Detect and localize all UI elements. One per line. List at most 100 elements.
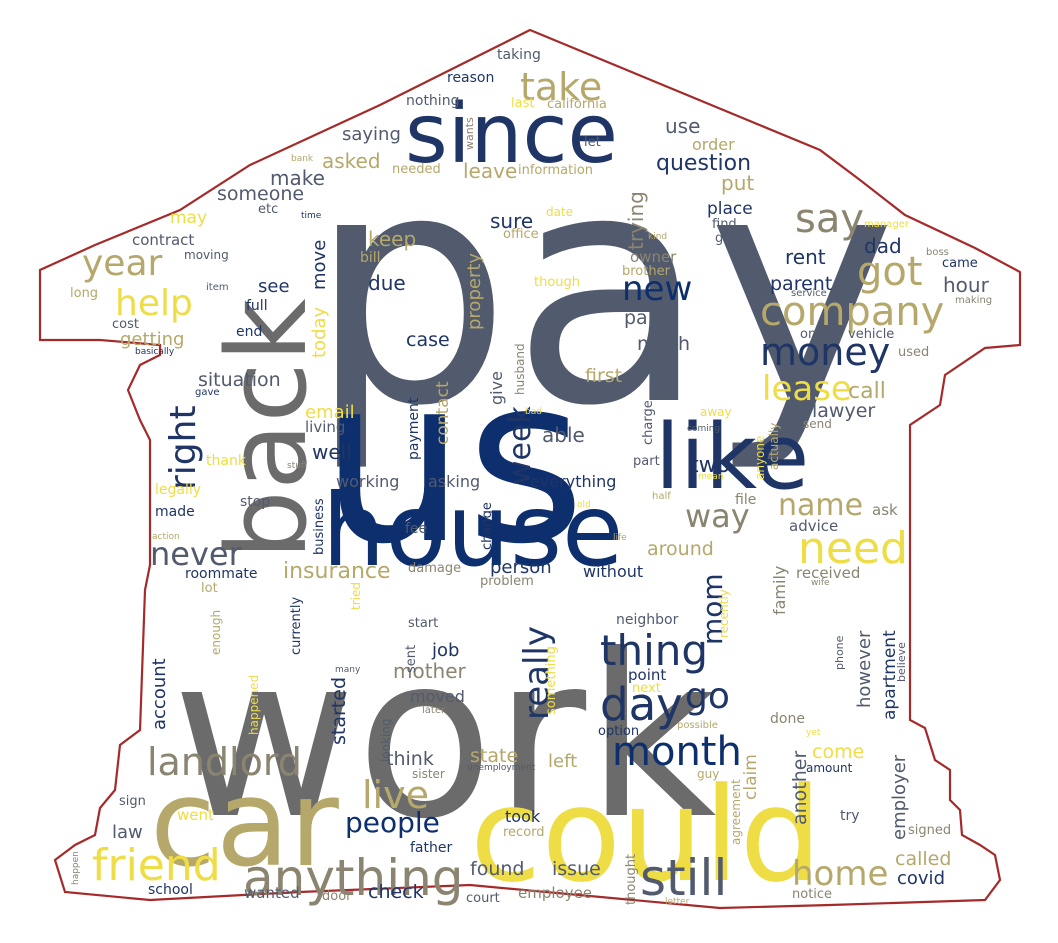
word-parent: parent xyxy=(770,273,832,295)
word-went: went xyxy=(177,806,214,824)
word-issue: issue xyxy=(552,858,601,880)
word-bill: bill xyxy=(360,250,381,266)
word-day: day xyxy=(600,678,683,731)
word-account: account xyxy=(149,658,170,730)
word-really: really xyxy=(517,626,557,720)
word-come: come xyxy=(812,741,864,763)
word-pay: pay xyxy=(308,104,897,476)
word-happen: happen xyxy=(71,851,81,885)
word-place: place xyxy=(707,199,753,219)
word-like: like xyxy=(655,405,809,510)
word-month: month xyxy=(612,729,742,775)
word-record: record xyxy=(503,825,545,840)
word-started: started xyxy=(328,677,350,745)
word-without: without xyxy=(583,562,643,581)
word-asked: asked xyxy=(322,149,381,173)
word-husband: husband xyxy=(513,343,527,395)
word-advice: advice xyxy=(789,517,838,535)
word-ask: ask xyxy=(872,501,898,519)
word-currently: currently xyxy=(289,596,304,655)
word-kind: kind xyxy=(648,232,667,242)
word-case: case xyxy=(406,329,450,351)
word-mean: mean xyxy=(698,472,724,482)
word-old: old xyxy=(577,500,591,510)
word-paid: paid xyxy=(624,307,665,329)
word-week: week xyxy=(503,406,538,485)
word-company: company xyxy=(760,289,944,335)
word-took: took xyxy=(505,807,541,826)
word-sign: sign xyxy=(119,794,146,809)
word-date: date xyxy=(546,205,573,219)
word-yet: yet xyxy=(806,728,821,738)
word-unemployment: unemployment xyxy=(467,763,536,773)
word-name: name xyxy=(778,488,863,523)
word-problem: problem xyxy=(480,574,534,589)
word-recently: recently xyxy=(717,589,731,638)
word-much: much xyxy=(637,333,690,355)
word-working: working xyxy=(336,472,399,491)
word-home: home xyxy=(792,854,888,894)
word-order: order xyxy=(692,135,735,154)
word-still: still xyxy=(640,849,727,907)
word-payment: payment xyxy=(406,397,422,460)
word-looking: looking xyxy=(379,718,393,762)
word-person: person xyxy=(490,557,552,578)
word-thought: thought xyxy=(624,854,639,905)
word-landlord: landlord xyxy=(147,740,302,784)
word-make: make xyxy=(270,166,325,190)
word-came: came xyxy=(942,256,978,271)
word-lease: lease xyxy=(762,369,852,409)
word-option: option xyxy=(598,724,639,739)
word-give: give xyxy=(487,371,506,405)
word-asking: asking xyxy=(428,472,480,491)
word-gave: gave xyxy=(195,387,220,398)
word-action: action xyxy=(152,532,180,542)
word-thing: thing xyxy=(600,626,708,675)
word-state: state xyxy=(470,745,518,767)
word-used: used xyxy=(898,345,929,360)
word-year: year xyxy=(82,243,163,284)
word-right: right xyxy=(163,405,204,490)
word-never: never xyxy=(150,535,243,573)
word-take: take xyxy=(520,65,602,109)
word-called: called xyxy=(895,848,951,870)
word-first: first xyxy=(585,365,622,387)
word-people: people xyxy=(345,806,440,839)
word-though: though xyxy=(534,275,580,290)
word-many: many xyxy=(335,665,361,675)
word-move: move xyxy=(309,240,330,290)
word-received: received xyxy=(796,564,860,582)
word-contract: contract xyxy=(132,231,194,249)
word-everything: everything xyxy=(530,472,616,491)
word-roommate: roommate xyxy=(185,566,258,582)
word-sure: sure xyxy=(490,209,533,233)
word-long: long xyxy=(70,286,98,301)
word-contact: contact xyxy=(433,381,453,445)
word-possible: possible xyxy=(677,720,718,731)
word-life: life xyxy=(613,533,627,543)
word-basically: basically xyxy=(135,347,175,357)
word-employer: employer xyxy=(889,754,910,840)
word-actually: actually xyxy=(767,423,781,470)
word-court: court xyxy=(466,891,500,906)
word-need: need xyxy=(798,523,908,574)
word-nothing: nothing xyxy=(406,93,459,109)
word-however: however xyxy=(854,630,875,708)
word-friend: friend xyxy=(92,840,221,891)
word-back: back xyxy=(203,298,331,560)
word-legally: legally xyxy=(155,482,201,498)
word-phone: phone xyxy=(833,635,846,670)
word-information: information xyxy=(518,163,593,178)
word-point: point xyxy=(628,666,666,684)
word-use: use xyxy=(665,114,700,138)
word-school: school xyxy=(148,882,193,898)
word-someone: someone xyxy=(217,183,304,205)
word-dad: dad xyxy=(864,234,902,258)
word-business: business xyxy=(312,498,327,555)
word-making: making xyxy=(955,295,992,306)
word-another: another xyxy=(789,751,811,825)
word-covid: covid xyxy=(897,868,945,889)
word-could: could xyxy=(470,759,822,911)
word-part: part xyxy=(633,454,660,469)
word-mother: mother xyxy=(393,659,467,683)
